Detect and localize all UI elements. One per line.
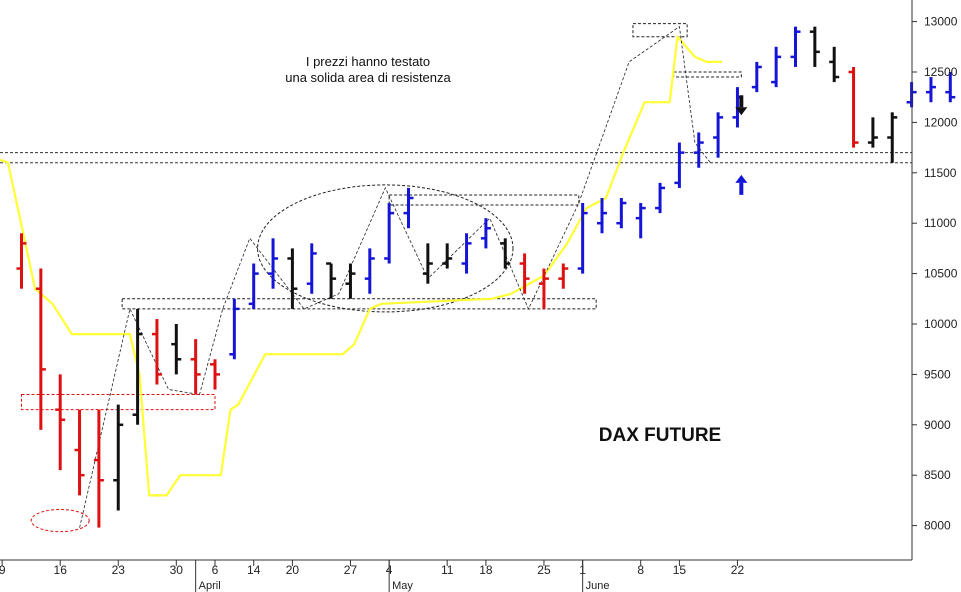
y-tick-label: 10500 xyxy=(924,267,958,281)
dotted-zones xyxy=(0,23,912,533)
month-label: May xyxy=(392,580,413,592)
ohlc-bar-37 xyxy=(713,112,724,158)
x-tick-label: 11 xyxy=(441,563,454,577)
month-label: April xyxy=(199,580,221,592)
ohlc-bar-40 xyxy=(771,46,782,88)
ohlc-bar-24 xyxy=(461,233,472,274)
ohlc-bar-15 xyxy=(287,248,298,309)
ohlc-bar-9 xyxy=(171,324,182,375)
x-tick-label: 16 xyxy=(54,563,68,577)
ohlc-bar-39 xyxy=(751,61,762,93)
zone-ellipse-1 xyxy=(30,508,90,533)
y-tick-label: 12000 xyxy=(924,115,958,129)
ohlc-bar-11 xyxy=(210,359,220,390)
ohlc-bar-23 xyxy=(442,243,453,269)
ohlc-bar-33 xyxy=(635,203,646,239)
arrow-shaft xyxy=(739,95,744,108)
annotation-line-2: una solida area di resistenza xyxy=(285,70,451,85)
ohlc-bar-43 xyxy=(829,46,840,83)
ohlc-bar-35 xyxy=(674,142,685,188)
ohlc-bar-41 xyxy=(790,26,801,67)
y-tick-label: 13000 xyxy=(924,15,958,29)
ohlc-bar-1 xyxy=(16,233,27,289)
ohlc-bar-32 xyxy=(616,198,627,229)
ohlc-bar-2 xyxy=(35,268,46,430)
x-tick-label: 27 xyxy=(344,563,358,577)
ohlc-bar-12 xyxy=(229,298,240,360)
ohlc-bar-42 xyxy=(809,26,820,67)
x-tick-label: 22 xyxy=(731,563,745,577)
ohlc-bar-48 xyxy=(925,77,936,103)
down-arrow-1 xyxy=(735,95,748,116)
y-tick-label: 8500 xyxy=(924,468,951,482)
zone-rect-4 xyxy=(632,23,688,38)
ohlc-bar-22 xyxy=(422,243,433,284)
ohlc-bar-31 xyxy=(597,198,607,234)
ohlc-bar-13 xyxy=(248,263,259,309)
x-tick-label: 18 xyxy=(479,563,493,577)
month-label: June xyxy=(586,580,610,592)
y-tick-label: 9500 xyxy=(924,367,951,381)
ohlc-bar-3 xyxy=(55,374,66,471)
ohlc-bar-20 xyxy=(384,203,395,264)
supertrend-line xyxy=(0,35,722,497)
supertrend-polyline xyxy=(0,35,722,497)
x-tick-label: 23 xyxy=(112,563,126,577)
chart-title: DAX FUTURE xyxy=(599,425,721,446)
x-tick-label: 20 xyxy=(286,563,300,577)
y-tick-label: 10000 xyxy=(924,317,958,331)
ohlc-bar-10 xyxy=(190,339,201,395)
x-tick-label: 30 xyxy=(170,563,184,577)
x-tick-label: 9 xyxy=(0,563,6,577)
ohlc-bar-49 xyxy=(945,72,956,103)
x-tick-label: 14 xyxy=(247,563,261,577)
x-tick-label: 6 xyxy=(212,563,219,577)
arrow-head xyxy=(735,174,748,183)
ohlc-bar-5 xyxy=(93,409,104,528)
zigzag-polyline xyxy=(79,25,711,528)
zone-ellipse-2 xyxy=(257,184,514,313)
arrow-head xyxy=(735,107,748,116)
ohlc-bar-8 xyxy=(151,318,162,385)
ohlc-bar-4 xyxy=(74,409,85,496)
ohlc-bar-14 xyxy=(268,238,279,289)
ohlc-bars xyxy=(16,26,956,528)
ohlc-bar-44 xyxy=(848,66,859,148)
ohlc-bar-21 xyxy=(403,187,414,229)
ohlc-bar-29 xyxy=(558,263,569,289)
ohlc-bar-18 xyxy=(345,263,356,299)
ohlc-bar-7 xyxy=(132,308,143,425)
ohlc-bar-27 xyxy=(519,253,530,294)
ohlc-bar-36 xyxy=(693,132,704,168)
ohlc-bar-26 xyxy=(500,238,511,269)
zone-rect-5 xyxy=(673,71,742,78)
y-tick-label: 11500 xyxy=(924,166,957,180)
ohlc-bar-46 xyxy=(887,112,898,163)
y-tick-label: 11000 xyxy=(924,216,957,230)
arrow-shaft xyxy=(739,182,744,195)
annotation-line-1: I prezzi hanno testato xyxy=(306,54,430,69)
x-tick-label: 15 xyxy=(673,563,687,577)
ohlc-bar-17 xyxy=(326,262,337,299)
ohlc-bar-34 xyxy=(655,182,666,214)
y-tick-label: 8000 xyxy=(924,519,951,533)
signal-arrows xyxy=(735,95,748,195)
ohlc-bar-30 xyxy=(577,203,588,274)
x-tick-label: 25 xyxy=(537,563,551,577)
ohlc-bar-25 xyxy=(480,218,491,249)
ohlc-bar-19 xyxy=(364,248,375,294)
x-tick-label: 8 xyxy=(637,563,644,577)
up-arrow-2 xyxy=(735,174,748,195)
ohlc-bar-28 xyxy=(538,268,549,309)
ohlc-bar-16 xyxy=(306,243,317,294)
y-tick-label: 12500 xyxy=(924,65,958,79)
ohlc-bar-6 xyxy=(113,404,124,511)
zigzag-wave-line xyxy=(79,25,711,528)
y-tick-label: 9000 xyxy=(924,418,951,432)
zone-rect-1 xyxy=(121,298,597,310)
ohlc-bar-45 xyxy=(867,117,878,148)
